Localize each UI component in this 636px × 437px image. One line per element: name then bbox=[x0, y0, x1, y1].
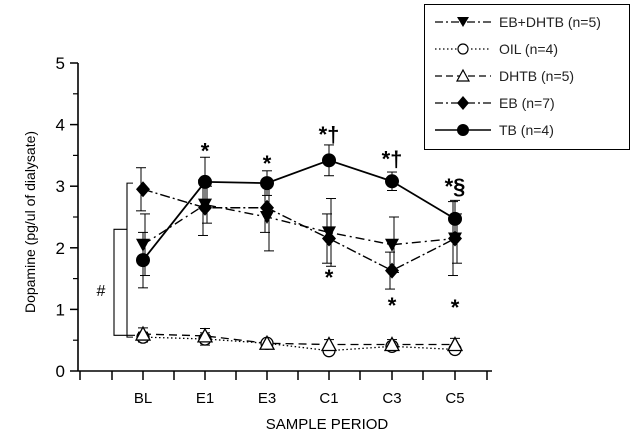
legend-item-dhtb: DHTB (n=5) bbox=[425, 65, 631, 87]
legend-item-oil: OIL (n=4) bbox=[425, 38, 631, 60]
legend-item-eb-dhtb: EB+DHTB (n=5) bbox=[425, 11, 631, 33]
axes: 0 1 2 3 4 5 BL E1 E3 C1 C3 C5 bbox=[56, 54, 492, 407]
marker-open-up-triangle bbox=[383, 336, 401, 352]
legend-item-tb: TB (n=4) bbox=[425, 119, 631, 141]
series-line-filled-diamond bbox=[142, 188, 456, 272]
marker-filled-circle bbox=[385, 174, 399, 189]
marker-open-up-triangle bbox=[258, 334, 276, 350]
marker-filled-diamond bbox=[260, 199, 274, 216]
legend-label-oil: OIL (n=4) bbox=[499, 41, 559, 57]
marker-filled-circle bbox=[322, 153, 336, 168]
y-axis-label: Dopamine (pg/ul of dialysate) bbox=[22, 131, 38, 313]
marker-filled-diamond bbox=[448, 230, 462, 247]
annotation-label: * bbox=[325, 265, 334, 290]
x-tick-label: BL bbox=[134, 390, 152, 407]
plot-area: * * *† *† *§ * * * # bbox=[97, 122, 466, 358]
series-line-open-circle bbox=[142, 336, 456, 352]
legend: EB+DHTB (n=5) OIL (n=4) DHTB (n=5) EB (n… bbox=[424, 4, 630, 150]
legend-swatch-eb bbox=[435, 96, 491, 110]
marker-open-up-triangle bbox=[320, 336, 338, 352]
legend-label-tb: TB (n=4) bbox=[499, 122, 554, 138]
legend-swatch-dhtb bbox=[435, 68, 491, 82]
marker-filled-circle bbox=[260, 176, 274, 191]
marker-filled-circle bbox=[198, 174, 212, 189]
marker-open-up-triangle bbox=[196, 327, 214, 343]
marker-filled-down-triangle bbox=[385, 238, 399, 252]
annotation-label: # bbox=[97, 283, 106, 300]
annotation-label: * bbox=[201, 138, 210, 163]
x-tick-label: C1 bbox=[319, 390, 338, 407]
y-tick-label: 3 bbox=[56, 177, 65, 196]
y-tick-label: 4 bbox=[56, 116, 65, 135]
legend-swatch-oil bbox=[435, 43, 491, 55]
x-tick-label: E1 bbox=[196, 390, 214, 407]
marker-filled-down-triangle bbox=[260, 211, 274, 224]
legend-label-eb-dhtb: EB+DHTB (n=5) bbox=[499, 14, 601, 30]
marker-filled-down-triangle bbox=[136, 238, 150, 252]
marker-filled-diamond bbox=[198, 199, 212, 216]
x-axis-label: SAMPLE PERIOD bbox=[266, 416, 389, 433]
series-line-filled-down-triangle bbox=[142, 203, 456, 246]
marker-filled-diamond bbox=[136, 181, 150, 198]
annotation-label: *† bbox=[319, 122, 340, 147]
x-tick-label: E3 bbox=[258, 390, 276, 407]
series-line-open-up-triangle bbox=[142, 333, 455, 346]
legend-label-dhtb: DHTB (n=5) bbox=[499, 68, 575, 84]
x-tick-label: C5 bbox=[445, 390, 464, 407]
y-tick-label: 2 bbox=[56, 239, 65, 258]
annotation-label: *† bbox=[382, 146, 403, 171]
legend-label-eb: EB (n=7) bbox=[499, 95, 555, 111]
legend-item-eb: EB (n=7) bbox=[425, 92, 631, 114]
marker-filled-diamond bbox=[385, 262, 399, 279]
annotation-label: * bbox=[451, 295, 460, 320]
annotation-label: * bbox=[263, 151, 272, 176]
bracket-lower bbox=[113, 228, 135, 336]
x-tick-label: C3 bbox=[382, 390, 401, 407]
y-tick-label: 0 bbox=[56, 362, 65, 381]
y-tick-label: 5 bbox=[56, 54, 65, 73]
series-line-filled-circle bbox=[142, 159, 456, 261]
annotation-label: * bbox=[388, 293, 397, 318]
legend-swatch-eb-dhtb bbox=[435, 17, 491, 27]
marker-open-up-triangle bbox=[134, 325, 152, 341]
marker-open-up-triangle bbox=[446, 336, 464, 352]
marker-filled-circle bbox=[136, 253, 150, 268]
marker-filled-circle bbox=[448, 211, 462, 226]
marker-filled-diamond bbox=[322, 230, 336, 247]
bracket-upper bbox=[126, 182, 133, 338]
annotation-label: *§ bbox=[445, 174, 466, 199]
legend-swatch-tb bbox=[435, 124, 491, 136]
y-tick-label: 1 bbox=[56, 300, 65, 319]
